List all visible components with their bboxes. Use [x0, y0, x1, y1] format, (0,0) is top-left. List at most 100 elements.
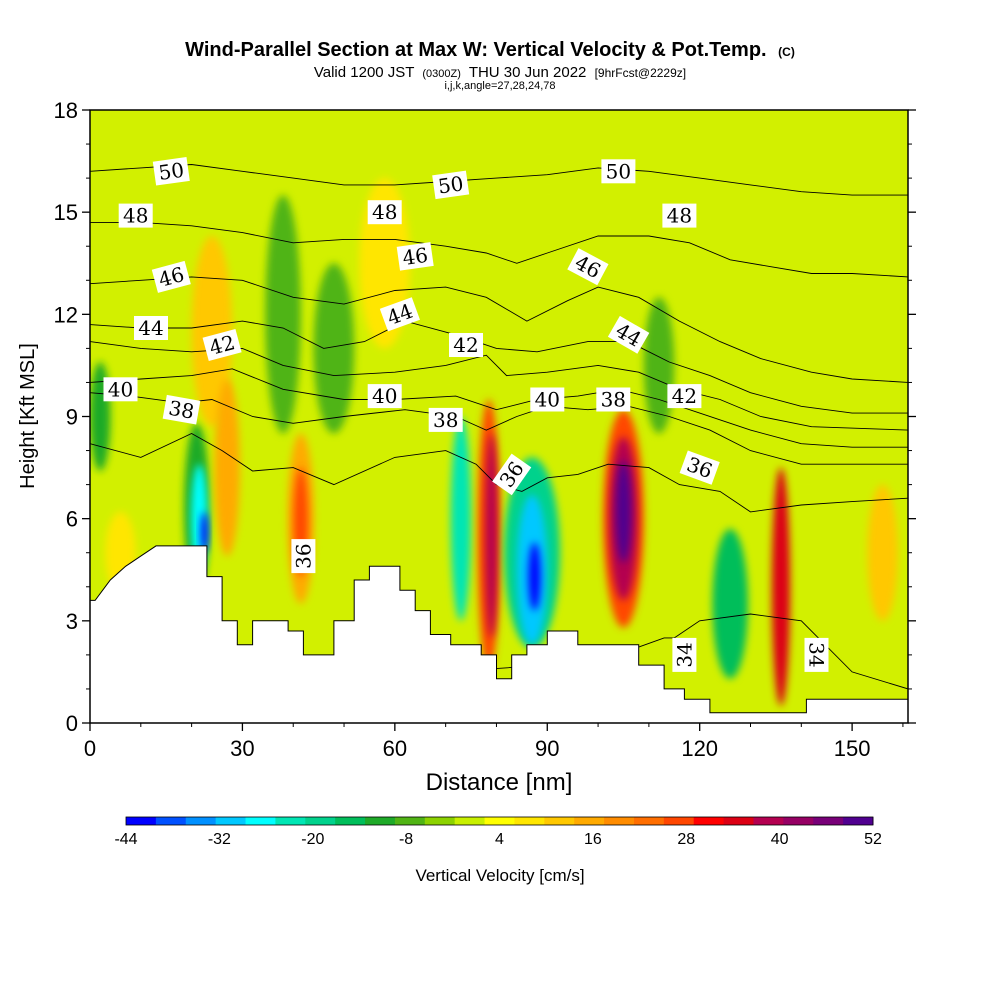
- isentrope-label: 34: [672, 637, 697, 672]
- colorbar-swatch: [544, 817, 575, 825]
- isentrope-label: 48: [662, 203, 697, 228]
- isentrope-label: 42: [202, 329, 242, 361]
- velocity-cell: [265, 195, 301, 434]
- isentrope-label: 34: [804, 637, 829, 672]
- colorbar-swatch: [275, 817, 306, 825]
- isentrope-label-box: [151, 260, 191, 293]
- y-tick-label: 12: [54, 302, 78, 327]
- velocity-cell: [200, 511, 208, 553]
- chart-subtitle-indices: i,j,k,angle=27,28,24,78: [444, 80, 555, 92]
- isentrope-label-text: 38: [433, 408, 458, 432]
- colorbar-swatch: [813, 817, 844, 825]
- subtitle-date: THU 30 Jun 2022: [469, 64, 587, 81]
- isentrope-label-box: [672, 637, 697, 672]
- y-tick-label: 18: [54, 98, 78, 123]
- colorbar-swatch: [394, 817, 426, 825]
- isentrope-label-text: 50: [436, 171, 465, 198]
- isentrope-label-text: 40: [108, 377, 133, 401]
- colorbar-swatch: [633, 817, 665, 825]
- velocity-cell: [191, 236, 233, 427]
- velocity-cell: [450, 416, 472, 621]
- colorbar-swatch: [454, 817, 486, 825]
- isentrope-label: 50: [152, 157, 190, 186]
- isentrope-label-box: [530, 387, 565, 412]
- colorbar: -44 -32 -20 -8 4 16 28 40 52: [114, 816, 882, 848]
- isentrope-label: 42: [667, 384, 702, 409]
- x-tick-label: 0: [84, 736, 96, 761]
- isentrope-label-box: [662, 203, 697, 228]
- colorbar-tick-label: 4: [495, 831, 504, 848]
- isentrope-label: 46: [567, 248, 609, 286]
- velocity-cell: [214, 379, 240, 557]
- isentrope-label: 36: [291, 539, 316, 574]
- isentrope-label: 40: [367, 384, 402, 409]
- isentrope-label-box: [667, 384, 702, 409]
- chart-subtitle: Valid 1200 JST (0300Z) THU 30 Jun 2022 […: [314, 64, 686, 81]
- isentrope-label-box: [679, 450, 720, 485]
- x-tick-label: 30: [230, 736, 254, 761]
- isentrope-46: [90, 276, 908, 383]
- x-tick-label: 150: [834, 736, 871, 761]
- isentrope-label-box: [291, 539, 316, 574]
- velocity-cell: [867, 484, 898, 621]
- isentrope-label-box: [367, 384, 402, 409]
- colorbar-tick-label: 52: [864, 831, 882, 848]
- isentrope-label-box: [492, 453, 532, 496]
- colorbar-swatch: [753, 817, 784, 825]
- velocity-cell: [643, 297, 675, 434]
- colorbar-swatch: [335, 817, 366, 825]
- colorbar-tick-label: 40: [771, 831, 789, 848]
- isentrope-label-text: 42: [672, 384, 697, 408]
- isentrope-label: 50: [601, 159, 636, 184]
- isentrope-label: 38: [596, 387, 631, 412]
- isentrope-label-box: [449, 333, 483, 357]
- y-axis-label: Height [Kft MSL]: [17, 343, 39, 489]
- colorbar-swatch: [693, 817, 725, 825]
- subtitle-zulu: (0300Z): [422, 68, 461, 80]
- colorbar-swatch: [723, 817, 754, 825]
- isentrope-label-text: 48: [372, 200, 397, 224]
- y-tick-label: 6: [66, 507, 78, 532]
- velocity-cell: [485, 433, 498, 638]
- colorbar-swatch: [185, 817, 217, 825]
- x-tick-label: 60: [383, 736, 407, 761]
- isentrope-44: [90, 320, 908, 414]
- isentrope-48: [90, 221, 908, 278]
- colorbar-swatch: [843, 817, 874, 825]
- colorbar-swatch: [574, 817, 605, 825]
- colorbar-swatch: [514, 817, 545, 825]
- isentrope-label-box: [367, 200, 402, 225]
- isentrope-label-box: [103, 377, 138, 402]
- colorbar-tick-label: -8: [399, 831, 413, 848]
- terrain-profile: [90, 545, 908, 723]
- isentrope-label-box: [118, 203, 153, 228]
- isentrope-label-box: [152, 157, 190, 186]
- colorbar-swatch: [126, 817, 157, 825]
- colorbar-tick-label: -20: [301, 831, 324, 848]
- isentrope-label: 46: [396, 242, 434, 271]
- colorbar-swatch: [484, 817, 515, 825]
- isentrope-label-text: 42: [453, 333, 478, 357]
- velocity-cell: [313, 263, 355, 434]
- isentrope-label: 38: [428, 407, 463, 432]
- colorbar-swatch: [245, 817, 276, 825]
- colorbar-swatch: [783, 817, 814, 825]
- colorbar-tick-label: -32: [208, 831, 231, 848]
- isentrope-label: 40: [530, 387, 565, 412]
- terrain-layer: [90, 545, 908, 723]
- isentrope-label-text: 48: [667, 204, 692, 228]
- isentrope-label-text: 44: [138, 316, 163, 340]
- isentrope-label-text: 50: [606, 159, 631, 183]
- colorbar-swatch: [215, 817, 247, 825]
- isentrope-label-text: 48: [123, 204, 148, 228]
- colorbar-swatch: [424, 817, 456, 825]
- isentrope-label-box: [596, 387, 631, 412]
- isentrope-40: [90, 368, 908, 448]
- y-tick-label: 15: [54, 200, 78, 225]
- y-tick-label: 3: [66, 609, 78, 634]
- colorbar-label: Vertical Velocity [cm/s]: [415, 866, 584, 885]
- x-tick-label: 120: [681, 736, 718, 761]
- colorbar-swatch: [155, 817, 187, 825]
